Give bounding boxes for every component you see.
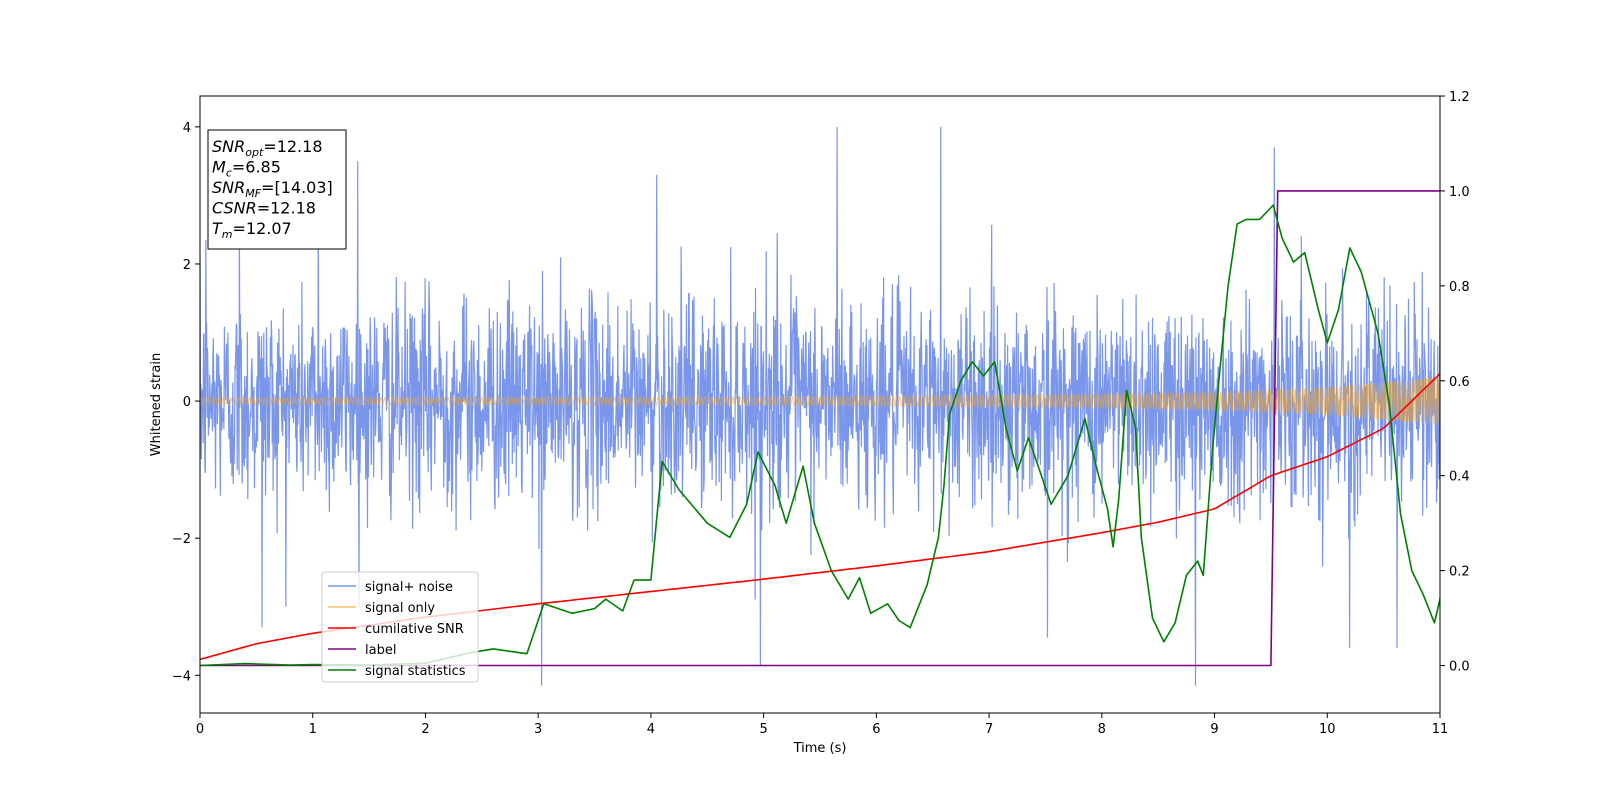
x-tick-label: 11 (1432, 722, 1449, 737)
x-tick-label: 0 (196, 722, 204, 737)
y-right-tick-label: 0.8 (1449, 280, 1470, 295)
y-right-tick-label: 1.2 (1449, 90, 1470, 105)
y-left-tick-label: −4 (172, 669, 191, 684)
x-tick-label: 9 (1210, 722, 1218, 737)
legend-label-cumilative-snr: cumilative SNR (365, 622, 464, 637)
annotation-line: SNRopt=12.18 (212, 137, 323, 159)
x-tick-label: 2 (421, 722, 429, 737)
x-tick-label: 7 (985, 722, 993, 737)
plot-frame (199, 95, 1441, 714)
x-tick-label: 6 (872, 722, 880, 737)
series-signal-only (200, 377, 1440, 426)
x-tick-label: 3 (534, 722, 542, 737)
x-axis: 0 1 2 3 4 5 6 7 8 9 10 11 (196, 713, 1448, 737)
y-right-tick-label: 0.4 (1449, 470, 1470, 485)
annotation-line: Mc=6.85 (212, 158, 281, 180)
annotation-frame (207, 129, 347, 250)
annotation-line: SNRMF=[14.03] (212, 178, 333, 200)
y-left-tick-label: 0 (183, 395, 191, 410)
series-signal-statistics (200, 204, 1440, 667)
y-right-tick-label: 0.2 (1449, 565, 1470, 580)
y-axis-label: Whitened strain (149, 353, 164, 456)
legend-label-signal-noise: signal+ noise (365, 580, 453, 595)
annotation-box: SNRopt=12.18Mc=6.85SNRMF=[14.03]CSNR=12.… (207, 129, 347, 250)
y-axis-left: −4 −2 0 2 4 (172, 121, 200, 684)
x-tick-label: 5 (759, 722, 767, 737)
x-tick-label: 1 (309, 722, 317, 737)
annotation-line: CSNR=12.18 (212, 199, 316, 218)
series-label (200, 190, 1440, 667)
x-tick-label: 8 (1098, 722, 1106, 737)
legend-frame (321, 571, 479, 683)
y-left-tick-label: 2 (183, 258, 191, 273)
series-signal-noise (200, 126, 1440, 686)
x-tick-label: 10 (1319, 722, 1336, 737)
x-axis-label: Time (s) (793, 741, 847, 756)
y-right-tick-label: 0.6 (1449, 375, 1470, 390)
y-left-tick-label: −2 (172, 532, 191, 547)
x-tick-label: 4 (647, 722, 655, 737)
legend: signal+ noise signal only cumilative SNR la… (321, 571, 479, 683)
y-right-tick-label: 1.0 (1449, 185, 1470, 200)
y-right-tick-label: 0.0 (1449, 660, 1470, 675)
annotation-line: Tm=12.07 (212, 219, 292, 241)
y-axis-right: 0.0 0.2 0.4 0.6 0.8 1.0 1.2 (1440, 90, 1470, 675)
legend-label-signal-statistics: signal statistics (365, 664, 466, 679)
legend-label-signal-only: signal only (365, 601, 435, 616)
y-left-tick-label: 4 (183, 121, 191, 136)
legend-label-label: label (365, 643, 396, 658)
